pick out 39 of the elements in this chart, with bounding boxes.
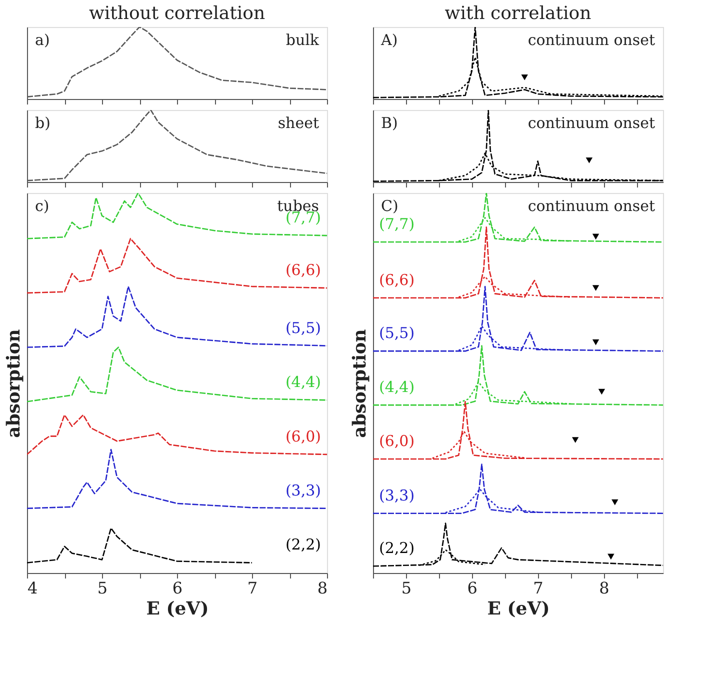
annotation: B) <box>381 114 398 132</box>
x-axis-title: E (eV) <box>487 598 550 620</box>
series-label: (4,4) <box>379 378 415 396</box>
text: (2,2) <box>285 536 321 554</box>
series-label: (5,5) <box>379 324 415 342</box>
series-label: (5,5) <box>285 318 321 337</box>
series-label: (7,7) <box>379 215 415 234</box>
chart-title: without correlation <box>88 3 266 24</box>
series-label: (2,2) <box>379 539 415 558</box>
annotation: continuum onset <box>528 197 655 215</box>
x-tick-label: 4 <box>28 578 38 598</box>
series-label: (3,3) <box>379 486 415 504</box>
y-axis-title: absorption <box>350 329 370 438</box>
annotation: A) <box>380 31 398 49</box>
annotation: sheet <box>278 114 319 132</box>
annotation: continuum onset <box>528 31 655 49</box>
x-tick-label: 8 <box>317 578 328 598</box>
annotation: C) <box>381 197 398 215</box>
annotation: a) <box>35 31 50 49</box>
series-label: (6,0) <box>285 427 321 446</box>
x-tick-label: 7 <box>247 578 258 598</box>
x-tick-label: 6 <box>172 578 183 598</box>
x-tick-label: 6 <box>467 578 478 598</box>
annotation: bulk <box>286 31 320 49</box>
series-label: (6,6) <box>285 261 321 279</box>
x-axis-title: E (eV) <box>146 598 209 620</box>
annotation: c) <box>35 197 50 215</box>
series-label: (4,4) <box>285 373 321 392</box>
series-label: (6,6) <box>379 270 415 289</box>
annotation: continuum onset <box>528 114 655 132</box>
chart-title: with correlation <box>444 3 592 24</box>
y-axis-title: absorption <box>4 329 24 438</box>
x-tick-label: 5 <box>97 578 108 598</box>
series-label: (6,0) <box>379 432 415 450</box>
x-tick-label: 5 <box>401 578 412 598</box>
series-label: (3,3) <box>285 481 321 500</box>
x-tick-label: 8 <box>599 578 610 598</box>
annotation: b) <box>35 114 50 132</box>
x-tick-label: 7 <box>533 578 544 598</box>
